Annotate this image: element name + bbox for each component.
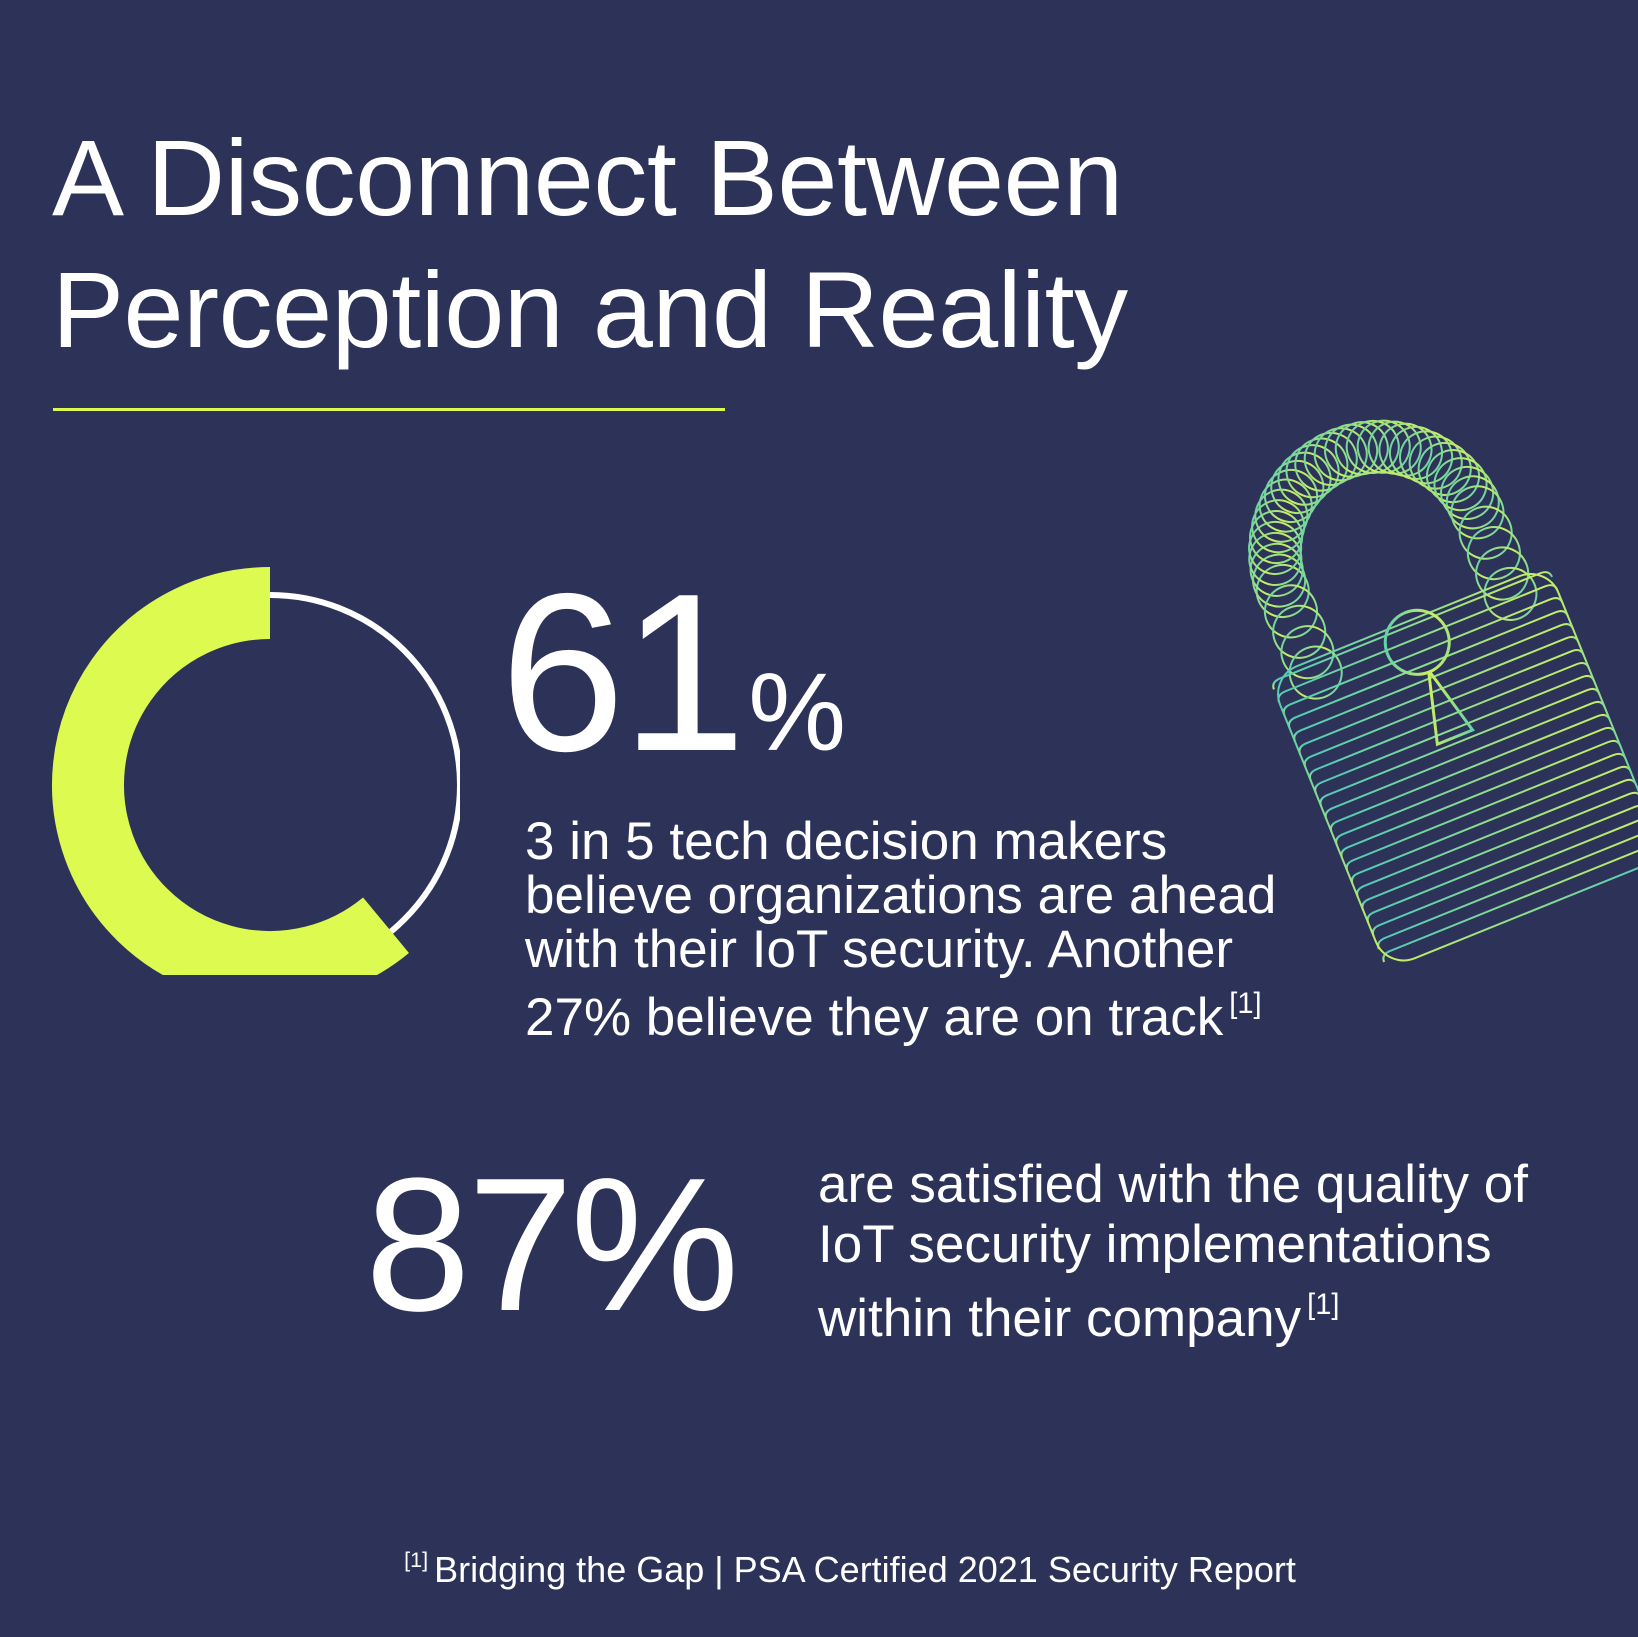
ring-progress-arc xyxy=(52,567,409,975)
padlock-body xyxy=(1272,571,1638,963)
padlock-shackle xyxy=(1248,419,1538,700)
stat2-desc-line-1: are satisfied with the quality of xyxy=(818,1155,1528,1214)
stat1-percent-sign: % xyxy=(748,651,847,774)
title-line-1: A Disconnect Between xyxy=(52,117,1123,238)
stat1-desc-line-2: believe organizations are ahead xyxy=(525,866,1277,925)
footnote-text: Bridging the Gap | PSA Certified 2021 Se… xyxy=(434,1549,1296,1591)
footnote: [1] Bridging the Gap | PSA Certified 2021… xyxy=(0,1536,1638,1594)
stat2-desc-line-2: IoT security implementations xyxy=(818,1215,1492,1274)
footnote-reference: [1] xyxy=(404,1547,429,1572)
padlock-icon xyxy=(1248,419,1638,963)
stat1-reference: [1] xyxy=(1229,988,1262,1020)
stat2-desc-line-3: within their company [1] xyxy=(818,1275,1528,1349)
stat-61-percent: 61% xyxy=(500,560,846,785)
stat2-description: are satisfied with the quality of IoT se… xyxy=(818,1155,1528,1349)
page-title: A Disconnect Between Perception and Real… xyxy=(52,112,1128,376)
stat1-desc-line-4-text: 27% believe they are on track xyxy=(525,987,1224,1047)
stat2-reference: [1] xyxy=(1307,1289,1340,1321)
stat2-desc-line-3-text: within their company xyxy=(818,1288,1302,1348)
stat1-desc-line-4: 27% believe they are on track [1] xyxy=(525,977,1305,1045)
stat1-number: 61 xyxy=(500,546,746,798)
stat-87-percent: 87% xyxy=(365,1139,739,1351)
stat1-desc-line-3: with their IoT security. Another xyxy=(525,920,1233,979)
title-underline xyxy=(53,408,725,411)
padlock-keyhole xyxy=(1383,608,1475,747)
stat1-desc-line-1: 3 in 5 tech decision makers xyxy=(525,812,1168,871)
title-line-2: Perception and Reality xyxy=(52,249,1128,370)
donut-ring-61-percent xyxy=(52,567,460,975)
stat1-description: 3 in 5 tech decision makers believe orga… xyxy=(525,815,1305,1045)
